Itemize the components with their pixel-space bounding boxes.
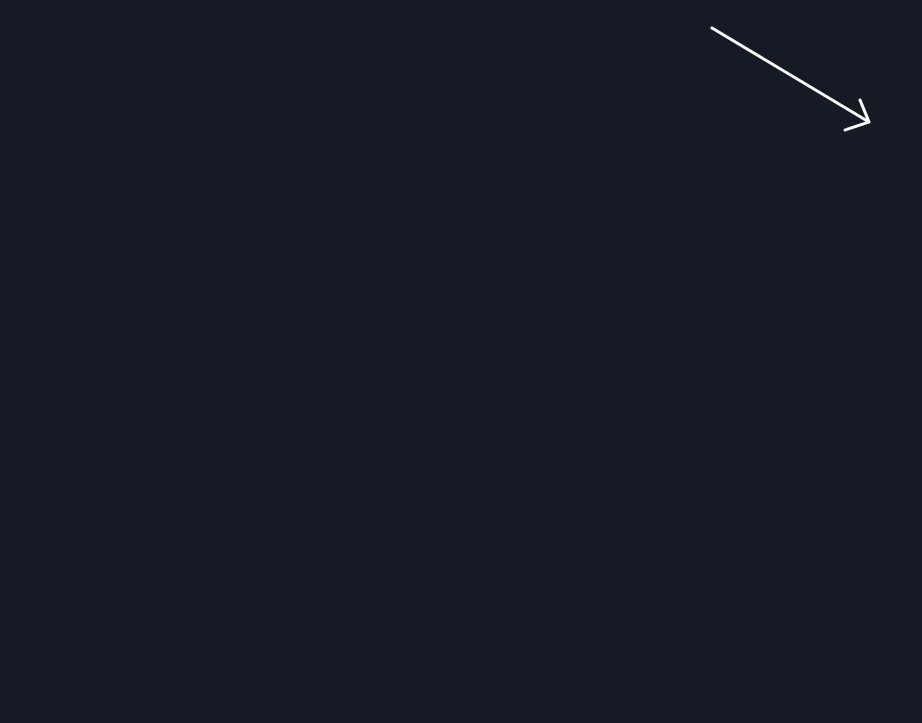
arrow-head [858,98,871,124]
trend-arrow [710,26,871,132]
arrow-head [843,120,871,132]
arrow-shaft [710,26,871,124]
